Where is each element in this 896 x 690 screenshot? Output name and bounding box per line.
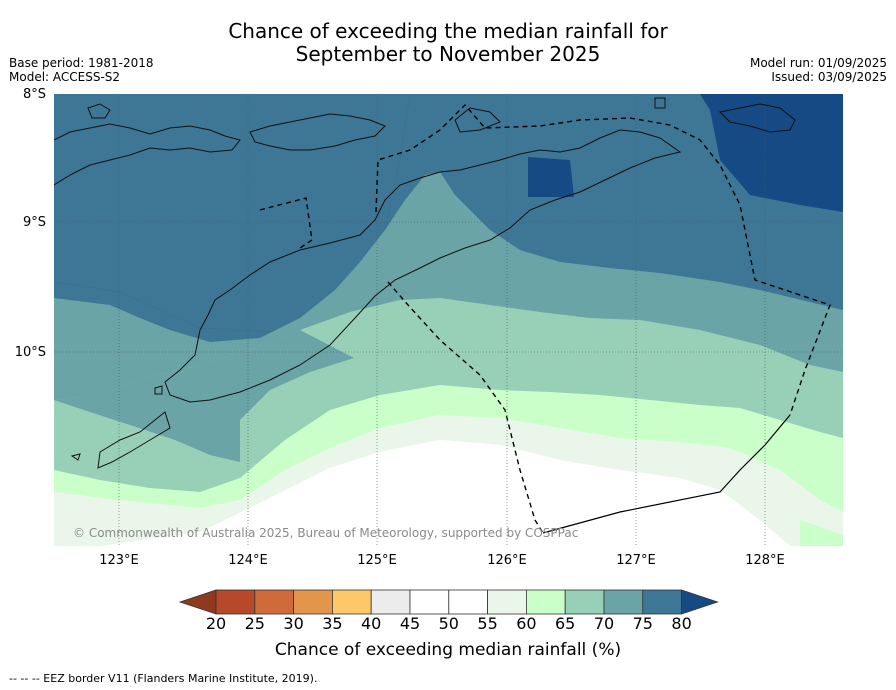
colorbar-cell [564, 589, 605, 615]
colorbar-cell [526, 589, 566, 615]
colorbar-cell [254, 589, 295, 615]
colorbar-tick-label: 65 [555, 614, 576, 633]
colorbar-extend-high [681, 589, 719, 615]
lon-label-125e: 125°E [357, 553, 397, 568]
colorbar-cell [370, 589, 411, 615]
map-title: Chance of exceeding the median rainfall … [0, 20, 896, 66]
alor-coast [454, 107, 501, 133]
colorbar-cell [293, 589, 333, 615]
colorbar-tick-label: 25 [244, 614, 265, 633]
lat-label-8s: 8°S [22, 87, 46, 102]
lon-label-127e: 127°E [616, 553, 656, 568]
colorbar-tick-label: 55 [477, 614, 498, 633]
band-50 [100, 440, 790, 546]
colorbar-tick-label: 45 [399, 614, 421, 633]
band-80-inner [528, 157, 574, 197]
lat-label-9s: 9°S [22, 215, 46, 230]
colorbar-tick-label: 60 [516, 614, 537, 633]
model-name: Model: ACCESS-S2 [9, 70, 121, 84]
title-line-1: Chance of exceeding the median rainfall … [228, 19, 668, 43]
lon-label-124e: 124°E [228, 553, 268, 568]
eez-footnote: -- -- -- EEZ border V11 (Flanders Marine… [9, 672, 318, 685]
colorbar-tick-label: 50 [438, 614, 459, 633]
base-period: Base period: 1981-2018 [9, 56, 154, 70]
colorbar-tick-label: 30 [283, 614, 304, 633]
banda-coast [718, 103, 796, 133]
colorbar-tick-label: 75 [632, 614, 653, 633]
lon-label-126e: 126°E [487, 553, 527, 568]
title-line-2: September to November 2025 [295, 42, 601, 66]
colorbar-tick-label: 40 [361, 614, 382, 633]
colorbar-cell [448, 589, 488, 615]
colorbar-cell [642, 589, 682, 615]
contour-lines [269, 439, 561, 499]
colorbar-extend-low [178, 589, 217, 615]
map-fill-layers [54, 94, 843, 546]
solor-coast [249, 113, 386, 151]
small-island-2 [154, 385, 163, 395]
eez-borders [259, 103, 831, 534]
band-60-right [800, 520, 843, 546]
band-70-left [54, 330, 354, 462]
band-75-left [54, 94, 100, 212]
model-run: Model run: 01/09/2025 [749, 56, 887, 70]
colorbar-cell [487, 589, 527, 615]
colorbar-cell [409, 589, 450, 615]
small-island [654, 97, 666, 109]
colorbar-cell [331, 589, 372, 615]
rote-coast [97, 411, 171, 469]
lat-label-10s: 10°S [14, 345, 46, 360]
sawu-coast [70, 453, 81, 461]
eez-border-solid [542, 414, 791, 534]
coastlines [54, 97, 796, 469]
wetar-coast [87, 103, 111, 119]
copyright-notice: © Commonwealth of Australia 2025, Bureau… [73, 526, 579, 540]
colorbar-cell [215, 589, 256, 615]
colorbar-tick-label: 70 [593, 614, 615, 633]
colorbar-tick-label: 35 [322, 614, 343, 633]
timor-coast [164, 129, 682, 403]
colorbar-label: Chance of exceeding median rainfall (%) [274, 640, 622, 660]
flores-coast [54, 123, 241, 186]
lon-label-123e: 123°E [99, 553, 139, 568]
colorbar-cell [603, 589, 644, 615]
meta-right: Model run: 01/09/2025 Issued: 03/09/2025 [750, 56, 887, 84]
issued-date: Issued: 03/09/2025 [771, 70, 887, 84]
colorbar-tick-label: 80 [671, 614, 692, 633]
meta-left: Base period: 1981-2018 Model: ACCESS-S2 [9, 56, 154, 84]
lon-label-128e: 128°E [745, 553, 785, 568]
band-75 [54, 94, 410, 332]
gridlines [54, 94, 843, 546]
colorbar-tick-label: 20 [205, 614, 227, 633]
